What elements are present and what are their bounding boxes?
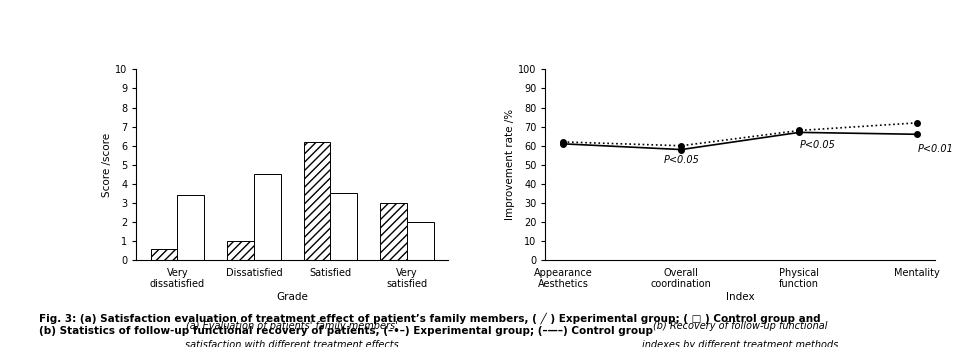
Bar: [304, 142, 330, 260]
Text: (b) Recovery of follow-up functional: (b) Recovery of follow-up functional: [653, 321, 828, 331]
Text: indexes by different treatment methods: indexes by different treatment methods: [642, 340, 839, 347]
Text: P<0.01: P<0.01: [918, 144, 954, 154]
Y-axis label: Score /score: Score /score: [102, 133, 112, 197]
Text: P<0.05: P<0.05: [663, 155, 699, 165]
Text: P<0.05: P<0.05: [800, 140, 835, 150]
Bar: [177, 195, 205, 260]
Bar: [407, 222, 433, 260]
Bar: [330, 194, 357, 260]
Y-axis label: Improvement rate /%: Improvement rate /%: [506, 109, 515, 220]
Bar: [227, 241, 254, 260]
X-axis label: Grade: Grade: [277, 292, 308, 302]
Bar: [151, 249, 177, 260]
Text: satisfaction with different treatment effects: satisfaction with different treatment ef…: [185, 340, 399, 347]
Text: Fig. 3: (a) Satisfaction evaluation of treatment effect of patient’s family memb: Fig. 3: (a) Satisfaction evaluation of t…: [39, 312, 820, 336]
Bar: [254, 174, 281, 260]
X-axis label: Index: Index: [726, 292, 755, 302]
Bar: [380, 203, 407, 260]
Text: (a) Evaluation of patients' family members': (a) Evaluation of patients' family membe…: [186, 321, 398, 331]
